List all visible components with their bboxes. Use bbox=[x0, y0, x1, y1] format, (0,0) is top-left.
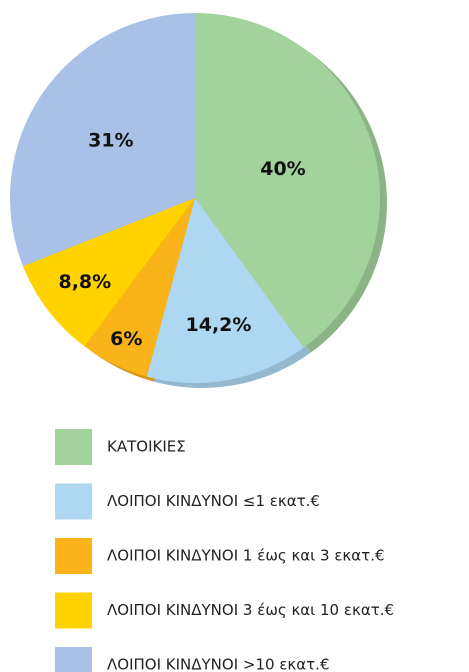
slice bbox=[22, 198, 196, 347]
slice bbox=[84, 198, 195, 377]
legend-swatch bbox=[55, 538, 92, 574]
slice bbox=[9, 13, 195, 267]
slice bbox=[195, 13, 380, 348]
legend-label: ΛΟΙΠΟΙ ΚΙΝΔΥΝΟΙ >10 εκατ.€ bbox=[107, 656, 330, 672]
legend-swatch bbox=[55, 483, 92, 520]
legend-swatch bbox=[55, 592, 92, 629]
legend-label: ΚΑΤΟΙΚΙΕΣ bbox=[107, 438, 186, 456]
data-label: 40% bbox=[260, 158, 305, 180]
data-label: 6% bbox=[110, 328, 142, 350]
legend-swatch bbox=[55, 647, 92, 672]
data-label: 8,8% bbox=[58, 271, 111, 293]
legend-label: ΛΟΙΠΟΙ ΚΙΝΔΥΝΟΙ 3 έως και 10 εκατ.€ bbox=[107, 601, 394, 619]
data-label: 14,2% bbox=[186, 314, 252, 336]
slice bbox=[146, 198, 304, 383]
legend-label: ΛΟΙΠΟΙ ΚΙΝΔΥΝΟΙ 1 έως και 3 εκατ.€ bbox=[107, 547, 385, 565]
data-label: 31% bbox=[88, 129, 133, 151]
legend-swatch bbox=[55, 429, 92, 465]
legend-label: ΛΟΙΠΟΙ ΚΙΝΔΥΝΟΙ ≤1 εκατ.€ bbox=[107, 492, 320, 510]
